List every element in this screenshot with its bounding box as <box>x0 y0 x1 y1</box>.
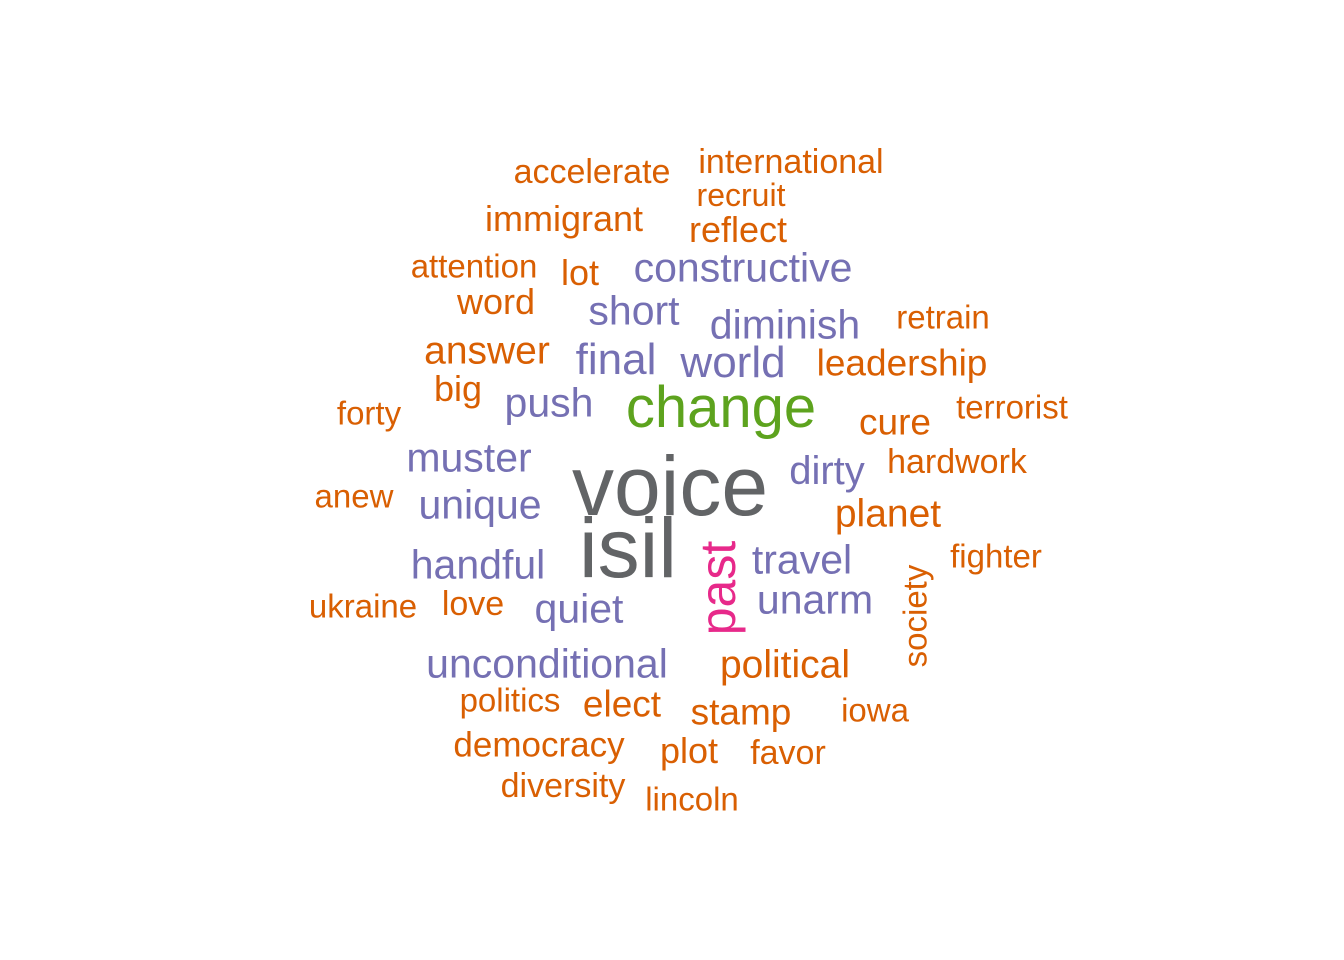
word-muster: muster <box>406 434 532 481</box>
word-push: push <box>504 379 594 426</box>
word-unique: unique <box>418 481 542 528</box>
word-lot: lot <box>560 252 600 293</box>
word-democracy: democracy <box>453 725 625 765</box>
word-international: international <box>698 143 884 181</box>
word-unconditional: unconditional <box>426 640 668 687</box>
word-leadership: leadership <box>816 342 988 384</box>
word-recruit: recruit <box>696 177 786 213</box>
word-dirty: dirty <box>789 449 865 493</box>
word-elect: elect <box>582 683 662 725</box>
word-reflect: reflect <box>688 209 788 250</box>
word-short: short <box>588 287 680 334</box>
word-stamp: stamp <box>690 691 792 733</box>
word-quiet: quiet <box>534 585 624 632</box>
word-constructive: constructive <box>633 244 853 291</box>
word-society: society <box>896 564 934 668</box>
word-planet: planet <box>834 492 942 536</box>
word-favor: favor <box>750 734 826 772</box>
word-voice: voice <box>571 439 769 533</box>
word-answer: answer <box>424 329 550 373</box>
word-iowa: iowa <box>841 691 909 729</box>
word-diversity: diversity <box>500 767 626 805</box>
word-retrain: retrain <box>896 298 990 336</box>
word-word: word <box>456 281 536 322</box>
word-accelerate: accelerate <box>513 153 671 191</box>
word-isil: isil <box>579 501 677 595</box>
word-plot: plot <box>659 730 719 771</box>
word-world: world <box>680 338 786 387</box>
word-hardwork: hardwork <box>887 443 1027 481</box>
word-unarm: unarm <box>756 576 874 623</box>
word-change: change <box>625 375 817 440</box>
word-love: love <box>441 585 505 623</box>
word-final: final <box>575 335 657 384</box>
word-diminish: diminish <box>709 301 861 348</box>
word-big: big <box>433 368 483 409</box>
word-cure: cure <box>859 401 931 443</box>
word-anew: anew <box>314 477 394 515</box>
word-terrorist: terrorist <box>956 388 1068 426</box>
word-attention: attention <box>410 247 538 285</box>
word-lincoln: lincoln <box>645 780 739 818</box>
word-fighter: fighter <box>950 537 1042 575</box>
word-travel: travel <box>751 536 853 583</box>
word-immigrant: immigrant <box>484 198 644 239</box>
word-politics: politics <box>459 681 561 719</box>
word-ukraine: ukraine <box>308 587 418 625</box>
word-handful: handful <box>410 541 546 588</box>
word-past: past <box>690 540 746 636</box>
word-forty: forty <box>336 394 402 432</box>
word-political: political <box>719 643 851 687</box>
